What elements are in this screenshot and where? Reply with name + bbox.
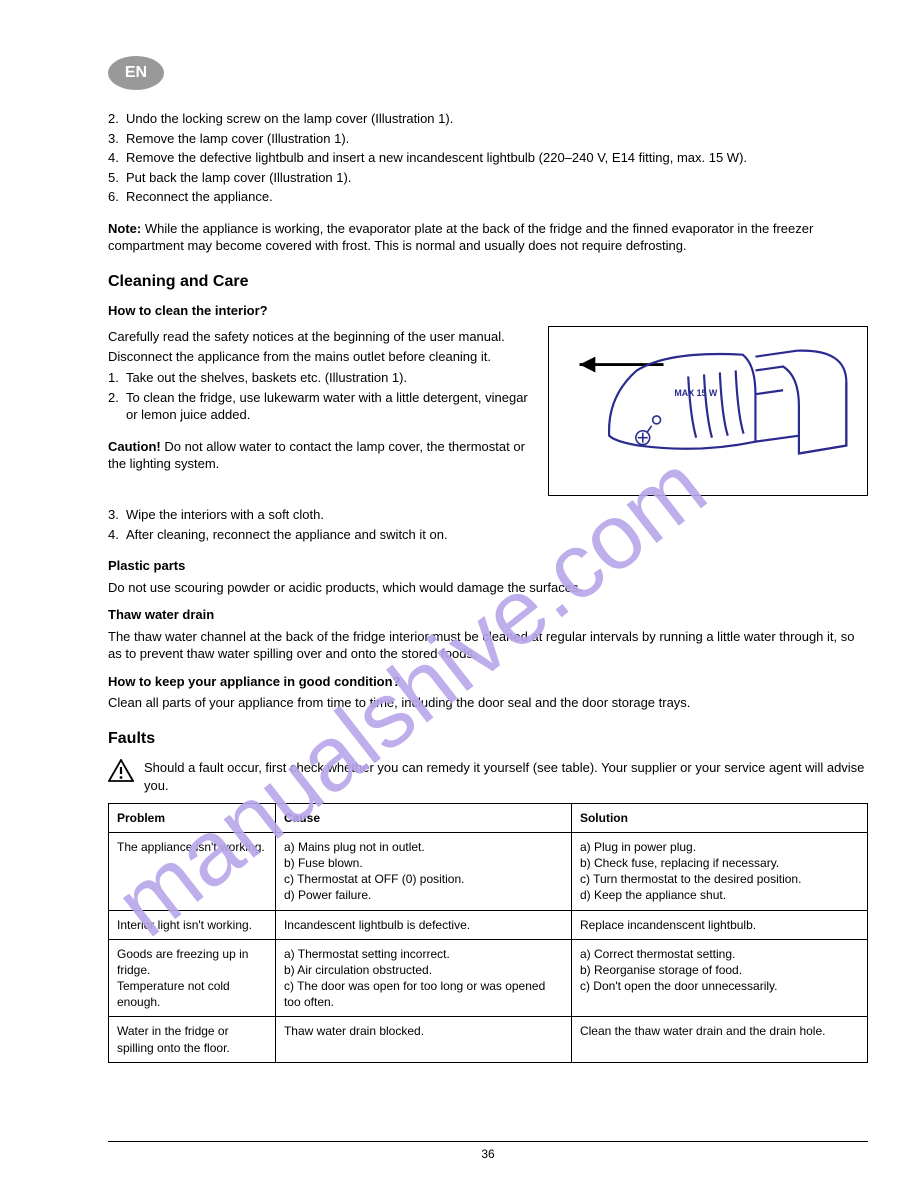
col-problem: Problem	[109, 803, 276, 832]
clean-steps: 1.Take out the shelves, baskets etc. (Il…	[108, 369, 530, 424]
page-content: 2.Undo the locking screw on the lamp cov…	[108, 110, 868, 1063]
caution-paragraph: Caution! Do not allow water to contact t…	[108, 438, 530, 473]
cell-solution: Replace incandenscent lightbulb.	[571, 910, 867, 939]
list-item: 2.Undo the locking screw on the lamp cov…	[108, 110, 868, 128]
table-row: Goods are freezing up in fridge.Temperat…	[109, 939, 868, 1017]
lamp-replace-steps: 2.Undo the locking screw on the lamp cov…	[108, 110, 868, 206]
svg-text:MAX 15 W: MAX 15 W	[674, 388, 718, 398]
lamp-cover-illustration: MAX 15 W	[548, 326, 868, 496]
faults-table: Problem Cause Solution The appliance isn…	[108, 803, 868, 1063]
note-label: Note:	[108, 221, 141, 236]
table-row: Interior light isn't working.Incandescen…	[109, 910, 868, 939]
warning-text: Should a fault occur, first check whethe…	[144, 759, 868, 794]
table-header-row: Problem Cause Solution	[109, 803, 868, 832]
clean-sub1: How to clean the interior?	[108, 302, 868, 320]
cell-cause: Thaw water drain blocked.	[275, 1017, 571, 1062]
caution-label: Caution!	[108, 439, 161, 454]
clean-p1: Carefully read the safety notices at the…	[108, 328, 530, 346]
list-item: 3.Wipe the interiors with a soft cloth.	[108, 506, 868, 524]
cell-problem: Goods are freezing up in fridge.Temperat…	[109, 939, 276, 1017]
cell-cause: a) Thermostat setting incorrect.b) Air c…	[275, 939, 571, 1017]
list-item: 3.Remove the lamp cover (Illustration 1)…	[108, 130, 868, 148]
language-code: EN	[125, 62, 147, 84]
cell-cause: a) Mains plug not in outlet.b) Fuse blow…	[275, 832, 571, 910]
plastic-text: Do not use scouring powder or acidic pro…	[108, 579, 868, 597]
page-number: 36	[481, 1147, 494, 1161]
drain-text: The thaw water channel at the back of th…	[108, 628, 868, 663]
list-item: 1.Take out the shelves, baskets etc. (Il…	[108, 369, 530, 387]
cell-problem: The appliance isn't working.	[109, 832, 276, 910]
col-solution: Solution	[571, 803, 867, 832]
cell-problem: Water in the fridge or spilling onto the…	[109, 1017, 276, 1062]
caution-text: Do not allow water to contact the lamp c…	[108, 439, 525, 472]
list-item: 4.Remove the defective lightbulb and ins…	[108, 149, 868, 167]
warning-icon	[108, 759, 134, 782]
plastic-heading: Plastic parts	[108, 557, 868, 575]
note-paragraph: Note: While the appliance is working, th…	[108, 220, 868, 255]
warning-row: Should a fault occur, first check whethe…	[108, 759, 868, 794]
list-item: 2.To clean the fridge, use lukewarm wate…	[108, 389, 530, 424]
cleaning-heading: Cleaning and Care	[108, 271, 868, 293]
cell-problem: Interior light isn't working.	[109, 910, 276, 939]
note-text: While the appliance is working, the evap…	[108, 221, 813, 254]
after-clean-steps: 3.Wipe the interiors with a soft cloth. …	[108, 506, 868, 543]
language-badge: EN	[108, 56, 164, 90]
faults-heading: Faults	[108, 728, 868, 750]
list-item: 4.After cleaning, reconnect the applianc…	[108, 526, 868, 544]
table-row: Water in the fridge or spilling onto the…	[109, 1017, 868, 1062]
page-footer: 36	[108, 1141, 868, 1162]
table-row: The appliance isn't working.a) Mains plu…	[109, 832, 868, 910]
cell-cause: Incandescent lightbulb is defective.	[275, 910, 571, 939]
col-cause: Cause	[275, 803, 571, 832]
cell-solution: a) Plug in power plug.b) Check fuse, rep…	[571, 832, 867, 910]
list-item: 6.Reconnect the appliance.	[108, 188, 868, 206]
list-item: 5.Put back the lamp cover (Illustration …	[108, 169, 868, 187]
clean-p2: Disconnect the applicance from the mains…	[108, 348, 530, 366]
condition-heading: How to keep your appliance in good condi…	[108, 673, 868, 691]
condition-text: Clean all parts of your appliance from t…	[108, 694, 868, 712]
drain-heading: Thaw water drain	[108, 606, 868, 624]
cell-solution: a) Correct thermostat setting.b) Reorgan…	[571, 939, 867, 1017]
cell-solution: Clean the thaw water drain and the drain…	[571, 1017, 867, 1062]
